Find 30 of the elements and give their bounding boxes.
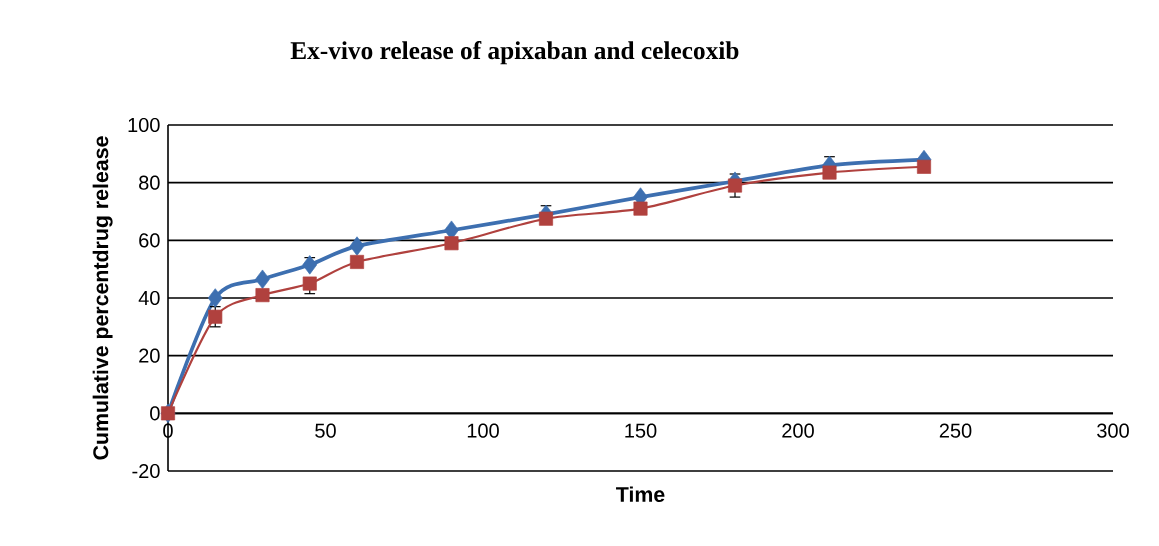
x-tick-label: 50 <box>315 423 336 438</box>
point <box>728 178 743 193</box>
y-tick-label: -20 <box>132 463 160 479</box>
point <box>255 288 270 303</box>
point <box>444 236 459 251</box>
point <box>349 236 365 256</box>
y-tick-label: 100 <box>128 117 160 133</box>
x-axis-title: Time <box>616 486 665 503</box>
x-tick-label: 100 <box>467 423 499 438</box>
y-tick-label: 80 <box>139 175 160 190</box>
point <box>822 165 837 180</box>
y-tick-label: 40 <box>138 290 160 306</box>
y-axis-title: Cumulative percentdrug release <box>92 136 113 460</box>
point <box>207 288 223 308</box>
y-tick-label: 20 <box>139 348 160 363</box>
x-tick-label: 250 <box>939 423 972 438</box>
point <box>539 211 554 226</box>
point <box>350 254 365 269</box>
point <box>917 159 932 174</box>
x-tick-label: 200 <box>782 423 814 438</box>
point <box>208 309 223 324</box>
x-tick-label: 300 <box>1097 423 1129 438</box>
point <box>255 269 270 289</box>
chart-title: Ex-vivo release of apixaban and celecoxib <box>290 41 739 65</box>
point <box>302 255 318 275</box>
point <box>302 276 317 291</box>
y-tick-label: 60 <box>139 233 160 248</box>
y-tick-label: 0 <box>150 406 160 421</box>
point <box>633 201 648 216</box>
x-tick-label: 150 <box>625 423 657 438</box>
